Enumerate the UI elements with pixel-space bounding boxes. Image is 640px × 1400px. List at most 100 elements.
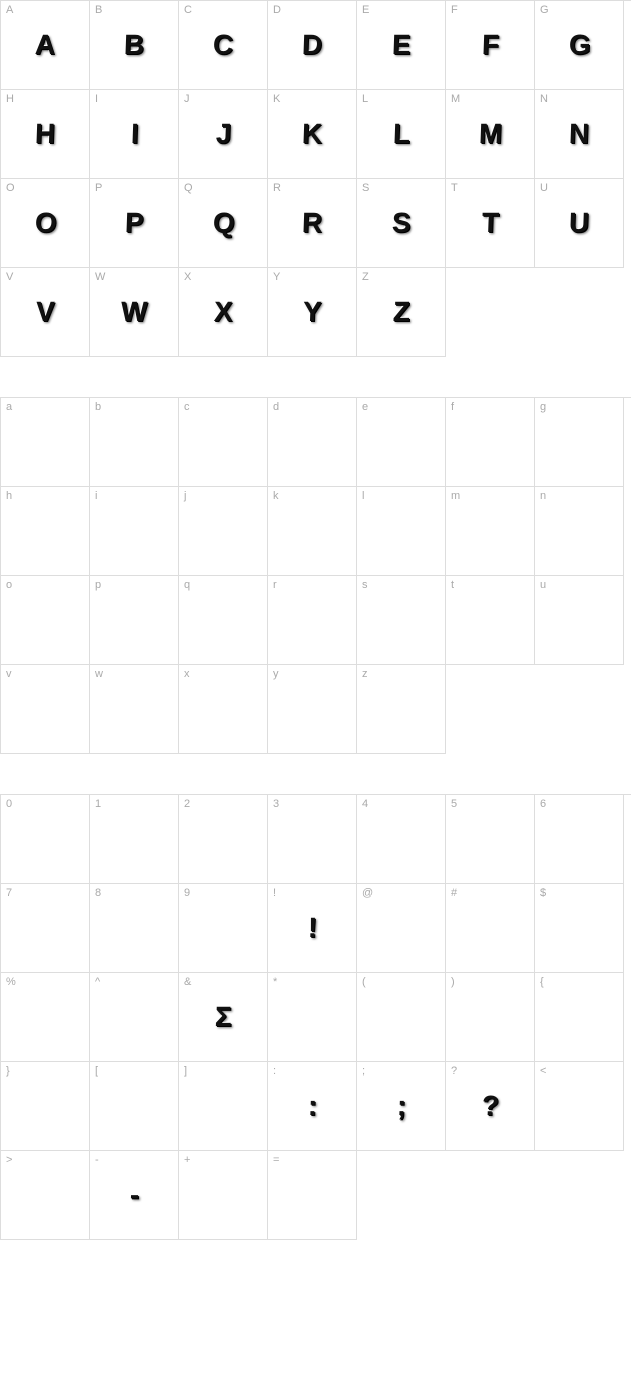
charmap-cell: SS [357, 179, 446, 268]
cell-label: L [362, 93, 368, 105]
cell-label: # [451, 887, 457, 899]
cell-label: k [273, 490, 279, 502]
charmap-cell: v [1, 665, 90, 754]
charmap-cell: * [268, 973, 357, 1062]
cell-label: e [362, 401, 368, 413]
cell-label: d [273, 401, 279, 413]
cell-label: 6 [540, 798, 546, 810]
charmap-cell: QQ [179, 179, 268, 268]
cell-label: c [184, 401, 190, 413]
cell-glyph: C [213, 29, 233, 61]
charmap-cell: u [535, 576, 624, 665]
charmap-cell: ^ [90, 973, 179, 1062]
charmap-cell: LL [357, 90, 446, 179]
charmap-cell: BB [90, 1, 179, 90]
cell-label: * [273, 976, 277, 988]
charmap-cell: 3 [268, 795, 357, 884]
charmap-cell: WW [90, 268, 179, 357]
cell-glyph: O [34, 207, 56, 239]
cell-glyph: R [302, 207, 322, 239]
charmap-cell: ZZ [357, 268, 446, 357]
cell-label: ^ [95, 976, 100, 988]
cell-glyph: F [481, 29, 498, 61]
cell-label: : [273, 1065, 276, 1077]
cell-label: V [6, 271, 13, 283]
charmap-cell: VV [1, 268, 90, 357]
charmap-cell: m [446, 487, 535, 576]
cell-label: 4 [362, 798, 368, 810]
cell-label: ) [451, 976, 455, 988]
charmap-cell: { [535, 973, 624, 1062]
cell-label: M [451, 93, 460, 105]
cell-glyph: A [35, 29, 55, 61]
charmap-cell: CC [179, 1, 268, 90]
charmap-cell: p [90, 576, 179, 665]
cell-label: @ [362, 887, 373, 899]
cell-label: H [6, 93, 14, 105]
cell-glyph: K [302, 118, 322, 150]
charmap-cell: = [268, 1151, 357, 1240]
cell-glyph: G [568, 29, 590, 61]
cell-label: > [6, 1154, 12, 1166]
charmap-grid: AABBCCDDEEFFGGHHIIJJKKLLMMNNOOPPQQRRSSTT… [0, 0, 631, 357]
charmap-cell: DD [268, 1, 357, 90]
cell-glyph: W [121, 296, 148, 328]
charmap-cell: JJ [179, 90, 268, 179]
cell-label: q [184, 579, 190, 591]
charmap-section-lowercase: abcdefghijklmnopqrstuvwxyz [0, 397, 640, 754]
cell-label: 8 [95, 887, 101, 899]
cell-label: S [362, 182, 369, 194]
charmap-cell: ;; [357, 1062, 446, 1151]
charmap-cell: } [1, 1062, 90, 1151]
charmap-cell: r [268, 576, 357, 665]
charmap-grid: abcdefghijklmnopqrstuvwxyz [0, 397, 631, 754]
charmap-cell: w [90, 665, 179, 754]
charmap-cell: EE [357, 1, 446, 90]
cell-label: = [273, 1154, 279, 1166]
cell-label: N [540, 93, 548, 105]
cell-label: D [273, 4, 281, 16]
cell-label: ? [451, 1065, 457, 1077]
cell-glyph: ? [481, 1090, 498, 1122]
cell-label: h [6, 490, 12, 502]
cell-glyph: L [392, 118, 409, 150]
charmap-cell: 5 [446, 795, 535, 884]
cell-label: ! [273, 887, 276, 899]
charmap-cell: s [357, 576, 446, 665]
charmap-cell: b [90, 398, 179, 487]
charmap-cell: XX [179, 268, 268, 357]
cell-label: ] [184, 1065, 187, 1077]
charmap-section-uppercase: AABBCCDDEEFFGGHHIIJJKKLLMMNNOOPPQQRRSSTT… [0, 0, 640, 357]
charmap-cell: d [268, 398, 357, 487]
cell-label: r [273, 579, 277, 591]
cell-glyph: I [130, 118, 138, 150]
cell-glyph: M [478, 118, 501, 150]
character-map-root: AABBCCDDEEFFGGHHIIJJKKLLMMNNOOPPQQRRSSTT… [0, 0, 640, 1240]
cell-glyph: E [392, 29, 411, 61]
cell-label: 7 [6, 887, 12, 899]
cell-label: O [6, 182, 15, 194]
cell-label: 1 [95, 798, 101, 810]
charmap-cell: MM [446, 90, 535, 179]
charmap-cell: c [179, 398, 268, 487]
charmap-cell: q [179, 576, 268, 665]
cell-label: n [540, 490, 546, 502]
charmap-cell: t [446, 576, 535, 665]
cell-label: w [95, 668, 103, 680]
charmap-cell: YY [268, 268, 357, 357]
cell-glyph: T [481, 207, 498, 239]
charmap-cell: ) [446, 973, 535, 1062]
cell-label: o [6, 579, 12, 591]
cell-label: - [95, 1154, 99, 1166]
charmap-cell: ( [357, 973, 446, 1062]
cell-glyph: - [129, 1179, 138, 1211]
cell-glyph: : [307, 1090, 316, 1122]
charmap-cell: FF [446, 1, 535, 90]
cell-label: y [273, 668, 279, 680]
cell-label: p [95, 579, 101, 591]
charmap-cell: 2 [179, 795, 268, 884]
cell-label: { [540, 976, 544, 988]
cell-label: g [540, 401, 546, 413]
charmap-cell: < [535, 1062, 624, 1151]
cell-label: z [362, 668, 368, 680]
